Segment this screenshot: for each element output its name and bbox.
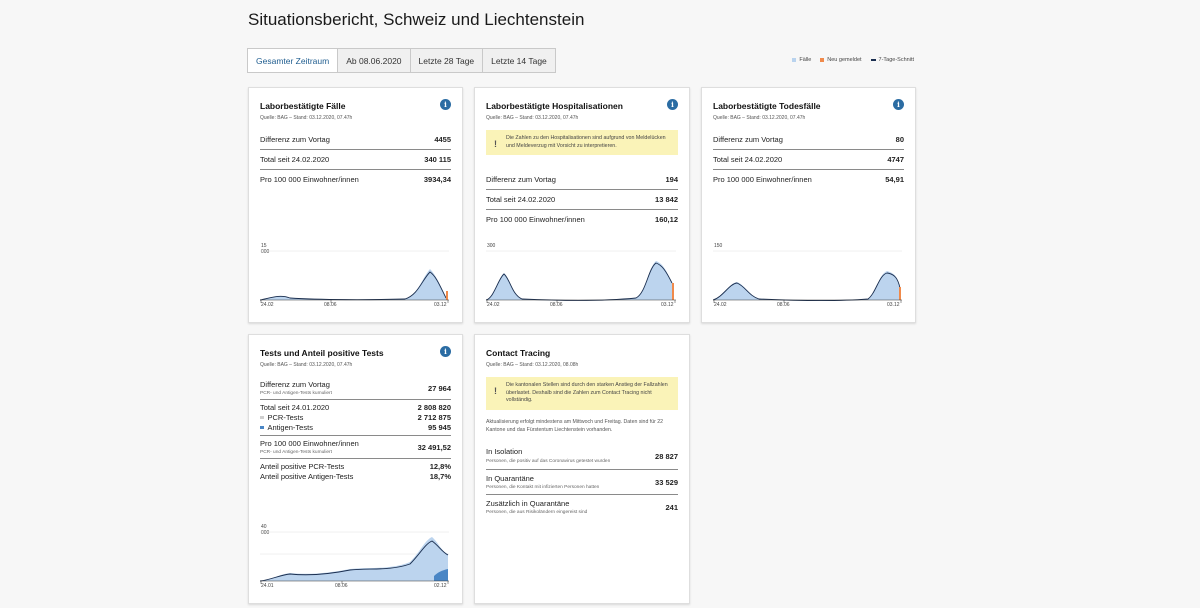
hosp-bars-area [486, 261, 674, 301]
deaths-avg-line [713, 272, 901, 301]
card-source: Quelle: BAG – Stand: 03.12.2020, 07.47h [260, 362, 353, 368]
stats-list: Differenz zum Vortag PCR- und Antigen-Tes… [260, 377, 451, 484]
stat-row: Pro 100 000 Einwohner/innen 3934,34 [260, 175, 451, 184]
warning-icon: ! [494, 386, 497, 396]
tests-bars-area [260, 537, 448, 581]
card-laborbestaetigte-todesfaelle: Laborbestätigte Todesfälle Quelle: BAG –… [701, 87, 916, 323]
card-title: Laborbestätigte Fälle [260, 101, 346, 111]
hosp-new-bar [672, 283, 674, 300]
card-title: Laborbestätigte Hospitalisationen [486, 101, 623, 111]
stat-row: In Isolation Personen, die positiv auf da… [486, 443, 678, 470]
hosp-avg-line [486, 262, 673, 301]
warning-box: ! Die Zahlen zu den Hospitalisationen si… [486, 130, 678, 155]
card-title: Tests und Anteil positive Tests [260, 348, 384, 358]
stats-list: Differenz zum Vortag 4455 Total seit 24.0… [260, 130, 451, 189]
deaths-chart-svg [713, 250, 902, 303]
warning-icon: ! [494, 139, 497, 149]
card-source: Quelle: BAG – Stand: 03.12.2020, 07.47h [713, 115, 806, 121]
stat-row: Anteil positive PCR-Tests 12,8% Anteil po… [260, 462, 451, 481]
deaths-bars-area [713, 271, 901, 301]
cases-bars-area [260, 269, 448, 300]
card-title: Contact Tracing [486, 348, 551, 358]
card-source: Quelle: BAG – Stand: 03.12.2020, 08.08h [486, 362, 579, 368]
card-laborbestaetigte-hospitalisationen: Laborbestätigte Hospitalisationen Quelle… [474, 87, 690, 323]
page-title: Situationsbericht, Schweiz und Liechtens… [248, 10, 585, 29]
chart-legend: Fälle Neu gemeldet 7-Tage-Schnitt [792, 57, 914, 63]
stat-row: In Quarantäne Personen, die Kontakt mit i… [486, 470, 678, 495]
info-icon[interactable]: i [440, 346, 451, 357]
legend-item-faelle: Fälle [792, 57, 811, 63]
stat-row: Total seit 24.01.2020 2 808 820 PCR-Tests… [260, 400, 451, 436]
stat-row: Total seit 24.02.2020 13 842 [486, 190, 678, 210]
tab-letzte-14-tage[interactable]: Letzte 14 Tage [482, 48, 556, 73]
stats-list: Differenz zum Vortag 80 Total seit 24.02.… [713, 130, 904, 189]
info-icon[interactable]: i [893, 99, 904, 110]
info-icon[interactable]: i [667, 99, 678, 110]
update-note: Aktualisierung erfolgt mindestens am Mit… [486, 419, 664, 433]
stat-row: Differenz zum Vortag 4455 [260, 130, 451, 150]
cases-avg-line [260, 271, 447, 301]
card-laborbestaetigte-faelle: Laborbestätigte Fälle Quelle: BAG – Stan… [248, 87, 463, 323]
warning-box: ! Die kantonalen Stellen sind durch den … [486, 377, 678, 410]
tab-letzte-28-tage[interactable]: Letzte 28 Tage [409, 48, 484, 73]
stat-row: Zusätzlich in Quarantäne Personen, die au… [486, 499, 678, 515]
card-contact-tracing: Contact Tracing Quelle: BAG – Stand: 03.… [474, 334, 690, 604]
stats-list: Differenz zum Vortag 194 Total seit 24.02… [486, 170, 678, 229]
tab-ab-08-06-2020[interactable]: Ab 08.06.2020 [337, 48, 411, 73]
legend-item-7-tage-schnitt: 7-Tage-Schnitt [870, 57, 914, 63]
hosp-chart-svg [486, 250, 676, 303]
card-title: Laborbestätigte Todesfälle [713, 101, 821, 111]
tests-chart-svg [260, 531, 449, 584]
stat-row: Total seit 24.02.2020 340 115 [260, 150, 451, 170]
stat-row: Differenz zum Vortag PCR- und Antigen-Tes… [260, 377, 451, 400]
info-icon[interactable]: i [440, 99, 451, 110]
card-tests-anteil-positive: Tests und Anteil positive Tests Quelle: … [248, 334, 463, 604]
time-range-tabs: Gesamter Zeitraum Ab 08.06.2020 Letzte 2… [247, 48, 556, 73]
tests-antigen-area [434, 569, 448, 581]
stat-row: Total seit 24.02.2020 4747 [713, 150, 904, 170]
stat-row: Differenz zum Vortag 194 [486, 170, 678, 190]
stat-row: Differenz zum Vortag 80 [713, 130, 904, 150]
card-source: Quelle: BAG – Stand: 03.12.2020, 07.47h [260, 115, 353, 121]
legend-item-neu-gemeldet: Neu gemeldet [820, 57, 862, 63]
deaths-new-bar [899, 287, 901, 300]
stat-row: Pro 100 000 Einwohner/innen 54,91 [713, 175, 904, 184]
card-source: Quelle: BAG – Stand: 03.12.2020, 07.47h [486, 115, 579, 121]
tests-avg-line [260, 540, 449, 582]
stat-row: Pro 100 000 Einwohner/innen PCR- und Anti… [260, 436, 451, 459]
stat-row: Pro 100 000 Einwohner/innen 160,12 [486, 215, 678, 224]
tab-gesamter-zeitraum[interactable]: Gesamter Zeitraum [247, 48, 339, 73]
cases-chart-svg [260, 250, 449, 303]
cases-new-bar [446, 291, 448, 300]
stats-list: In Isolation Personen, die positiv auf da… [486, 443, 678, 519]
